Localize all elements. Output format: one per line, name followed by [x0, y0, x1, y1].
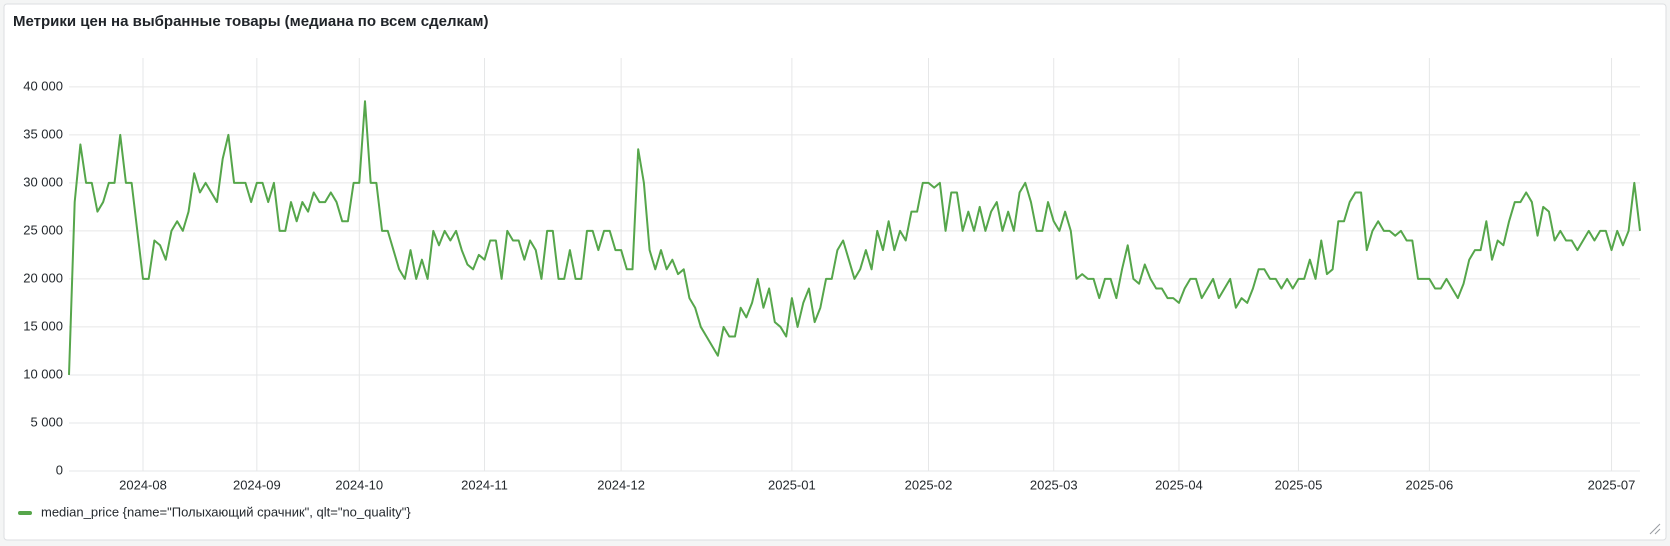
x-tick-label: 2024-12: [597, 477, 645, 492]
panel: [3, 3, 1667, 541]
x-tick-label: 2025-07: [1588, 477, 1636, 492]
legend-swatch: [18, 511, 32, 515]
y-tick-label: 5 000: [30, 414, 63, 429]
y-tick-label: 15 000: [23, 318, 63, 333]
series-line: [68, 100, 1641, 375]
x-tick-label: 2025-03: [1030, 477, 1078, 492]
y-tick-label: 30 000: [23, 174, 63, 189]
resize-handle[interactable]: [1649, 523, 1661, 535]
y-tick-label: 20 000: [23, 270, 63, 285]
x-tick-label: 2025-04: [1155, 477, 1203, 492]
y-tick-label: 40 000: [23, 78, 63, 93]
legend-label: median_price {name="Полыхающий срачник",…: [41, 504, 411, 519]
x-tick-label: 2024-11: [461, 477, 508, 492]
x-tick-label: 2025-06: [1406, 477, 1454, 492]
y-tick-label: 35 000: [23, 126, 63, 141]
x-tick-label: 2024-10: [335, 477, 383, 492]
chart-title: Метрики цен на выбранные товары (медиана…: [13, 13, 488, 30]
x-tick-label: 2025-02: [905, 477, 953, 492]
x-tick-label: 2025-05: [1275, 477, 1323, 492]
x-tick-label: 2024-08: [119, 477, 167, 492]
y-tick-label: 25 000: [23, 222, 63, 237]
x-tick-label: 2025-01: [768, 477, 816, 492]
y-tick-label: 0: [56, 462, 63, 477]
x-tick-label: 2024-09: [233, 477, 281, 492]
y-tick-label: 10 000: [23, 366, 63, 381]
